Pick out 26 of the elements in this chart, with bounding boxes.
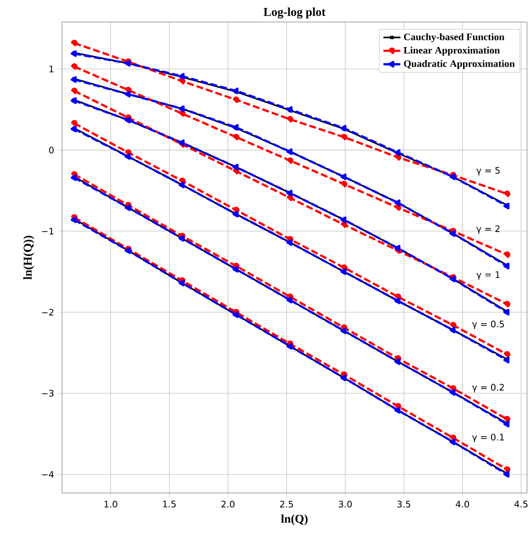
legend-label: Quadratic Approximation xyxy=(404,60,515,70)
y-tick-label: −3 xyxy=(42,390,54,397)
annotation: γ = 0.2 xyxy=(472,384,504,392)
chart-title: Log-log plot xyxy=(264,8,326,18)
legend-label: Cauchy-based Function xyxy=(404,33,504,42)
y-tick-label: 0 xyxy=(49,146,54,154)
y-tick-label: −4 xyxy=(42,471,54,478)
y-tick-label: −1 xyxy=(42,228,54,234)
x-tick-label: 2.0 xyxy=(221,500,234,508)
x-tick-label: 3.5 xyxy=(397,500,410,508)
x-axis-title: ln(Q) xyxy=(281,514,308,526)
annotation: γ = 1 xyxy=(476,271,500,280)
x-tick-label: 1.5 xyxy=(163,500,176,508)
x-tick-label: 3.0 xyxy=(338,500,352,508)
x-tick-label: 1.0 xyxy=(104,500,118,508)
annotation: γ = 5 xyxy=(476,167,500,176)
annotation: γ = 2 xyxy=(476,225,500,234)
annotation: γ = 0.5 xyxy=(472,320,504,330)
legend-label: Linear Approximation xyxy=(404,46,500,56)
y-axis-title: ln(H(Q)) xyxy=(23,236,34,280)
x-tick-label: 4.5 xyxy=(514,500,528,508)
y-tick-label: 1 xyxy=(50,66,54,72)
x-tick-label: 4.0 xyxy=(456,500,470,508)
annotation: γ = 0.1 xyxy=(472,434,504,442)
x-tick-label: 2.5 xyxy=(280,500,293,508)
y-tick-label: −2 xyxy=(42,308,54,316)
